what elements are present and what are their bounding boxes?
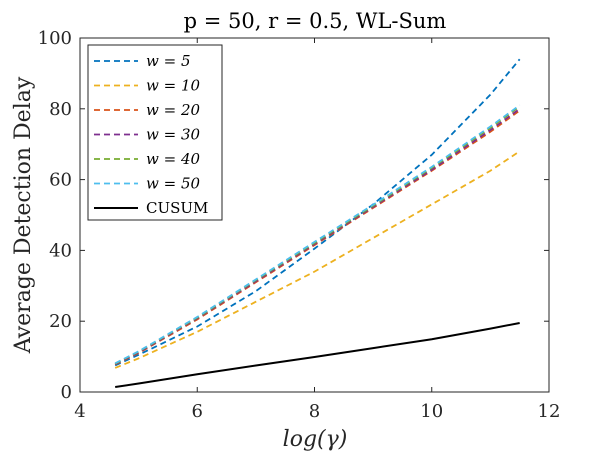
chart-title: p = 50, r = 0.5, WL-Sum <box>184 9 447 33</box>
series-line-5 <box>114 104 521 365</box>
x-axis-label: log(γ) <box>283 427 348 452</box>
axes-frame <box>79 37 550 393</box>
series-line-1 <box>114 150 521 369</box>
legend-label: w = 50 <box>146 175 200 193</box>
x-tick-label: 10 <box>420 401 443 422</box>
legend-label: w = 40 <box>146 150 200 168</box>
y-tick-label: 60 <box>49 170 72 191</box>
series-line-6 <box>115 321 520 389</box>
legend-label: w = 10 <box>146 77 200 95</box>
y-tick-label: 0 <box>61 382 72 403</box>
y-tick-label: 100 <box>38 28 72 49</box>
x-tick-label: 12 <box>538 401 561 422</box>
legend-label: w = 5 <box>146 52 191 70</box>
legend-label: w = 30 <box>146 126 200 144</box>
y-tick-label: 80 <box>49 99 72 120</box>
legend-label: CUSUM <box>146 199 208 217</box>
legend: w = 5 w = 10 w = 20 w = 30 w = 40 w = 50 CUSUM <box>87 44 223 221</box>
plot-series <box>114 58 521 389</box>
series-line-0 <box>114 58 521 367</box>
axis-ticks: 4 6 8 10 12 0 20 40 60 80 100 <box>38 28 561 422</box>
x-tick-label: 4 <box>74 401 85 422</box>
legend-label: w = 20 <box>146 101 200 119</box>
y-axis-label: Average Detection Delay <box>11 76 36 354</box>
legend-box <box>87 44 223 221</box>
y-tick-label: 20 <box>49 311 72 332</box>
x-tick-label: 8 <box>309 401 320 422</box>
y-tick-label: 40 <box>49 240 72 261</box>
x-tick-label: 6 <box>192 401 203 422</box>
